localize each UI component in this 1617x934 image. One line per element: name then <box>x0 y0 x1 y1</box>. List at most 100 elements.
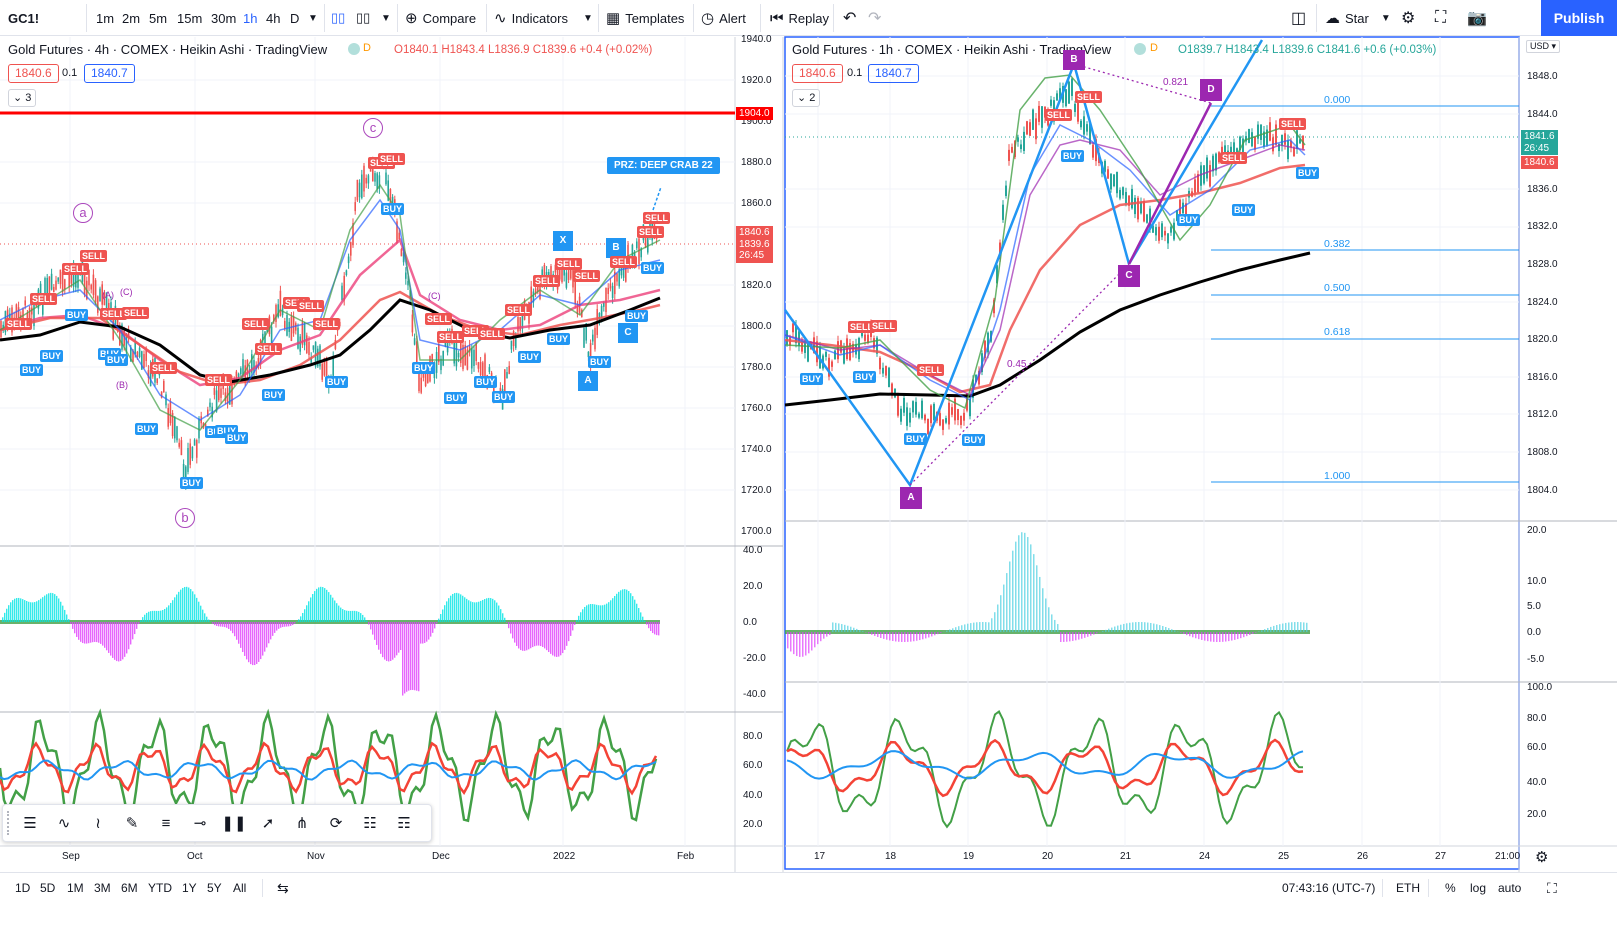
candle-body <box>468 345 471 353</box>
auto-toggle[interactable]: auto <box>1498 881 1522 895</box>
harmonic-pattern[interactable] <box>783 39 1264 488</box>
bars-pattern-icon[interactable]: ❚❚ <box>221 815 247 832</box>
xabcd-pattern-icon[interactable]: ∿ <box>57 815 71 832</box>
osc-bar <box>22 599 24 622</box>
gear-icon[interactable]: ⚙ <box>1535 849 1549 866</box>
left-ask-price[interactable]: 1840.7 <box>84 64 135 83</box>
horizontal-ray-icon[interactable]: ⊸ <box>193 815 207 832</box>
right-bid-price-tag: 1840.6 <box>1521 156 1558 169</box>
pattern-point-b[interactable]: B <box>1063 50 1085 70</box>
osc-bar <box>973 622 975 632</box>
heikin-ashi-icon[interactable]: ▯▯ <box>356 10 371 25</box>
gear-icon[interactable]: ⚙ <box>1401 10 1416 27</box>
right-ask-price[interactable]: 1840.7 <box>868 64 919 83</box>
wave-label-a[interactable]: a <box>73 203 93 223</box>
fib-channel-icon[interactable]: ≡ <box>161 814 171 832</box>
pen-icon[interactable]: ✎ <box>125 815 139 832</box>
candles-icon[interactable]: ▯▯ <box>331 10 346 25</box>
compare-button[interactable]: ⊕ Compare <box>405 10 477 27</box>
osc-bar <box>314 591 316 622</box>
candle-body <box>1134 197 1136 215</box>
indicators-button[interactable]: ∿ Indicators <box>494 10 568 27</box>
osc-bar <box>862 631 864 632</box>
layout-name-button[interactable]: ☁ Star ▼ <box>1325 10 1391 27</box>
pattern-point-a[interactable]: A <box>900 487 922 509</box>
fib-retracement-icon[interactable]: ☷ <box>363 815 377 832</box>
osc-bar <box>222 622 224 627</box>
interval-30m[interactable]: 30m <box>211 10 237 26</box>
range-all[interactable]: All <box>233 881 247 895</box>
chevron-down-icon[interactable]: ▼ <box>583 12 593 24</box>
right-collapse-indicators[interactable]: ⌄ 2 <box>792 89 821 107</box>
range-5d[interactable]: 5D <box>40 881 56 895</box>
range-ytd[interactable]: YTD <box>148 881 172 895</box>
osc-bar <box>1267 627 1269 632</box>
candle-body <box>163 381 165 393</box>
left-bid-price[interactable]: 1840.6 <box>8 64 59 83</box>
range-6m[interactable]: 6M <box>121 881 138 895</box>
candle-body <box>873 338 875 349</box>
date-range-icon[interactable]: ⇆ <box>277 880 289 896</box>
osc-bar <box>322 587 324 622</box>
candle-body <box>92 274 95 295</box>
left-collapse-indicators[interactable]: ⌄ 3 <box>8 89 37 107</box>
pattern-point-a[interactable]: A <box>578 371 598 391</box>
session-button[interactable]: ETH <box>1396 881 1420 895</box>
pattern-point-c[interactable]: C <box>618 323 638 343</box>
alert-button[interactable]: ◷ Alert <box>701 10 746 27</box>
undo-icon[interactable]: ↶ <box>843 10 857 27</box>
interval-4h[interactable]: 4h <box>266 10 281 26</box>
symbol-search[interactable]: GC1! <box>8 10 40 26</box>
percent-toggle[interactable]: % <box>1445 881 1456 895</box>
interval-5m[interactable]: 5m <box>149 10 168 26</box>
range-3m[interactable]: 3M <box>94 881 111 895</box>
fib-spiral-icon[interactable]: ⟳ <box>329 815 343 832</box>
camera-icon[interactable]: 📷 <box>1467 10 1487 27</box>
log-toggle[interactable]: log <box>1470 881 1487 895</box>
osc-bar <box>1117 625 1119 632</box>
prz-annotation[interactable]: PRZ: DEEP CRAB 22 <box>607 157 720 174</box>
right-chart-legend[interactable]: Gold Futures · 1h · COMEX · Heikin Ashi … <box>792 42 1112 57</box>
more-tools-icon[interactable]: ☶ <box>397 815 411 832</box>
wave-label-c[interactable]: c <box>363 118 383 138</box>
drag-handle-icon[interactable] <box>7 811 13 835</box>
fib-retracement[interactable] <box>1211 105 1519 483</box>
chevron-down-icon[interactable]: ▼ <box>381 12 391 24</box>
pattern-point-x[interactable]: X <box>553 231 573 251</box>
candle-body <box>354 202 356 212</box>
sell-signal: SELL <box>205 374 233 386</box>
pattern-point-c[interactable]: C <box>1118 265 1140 287</box>
range-1m[interactable]: 1M <box>67 881 84 895</box>
osc-bar <box>1165 626 1167 632</box>
osc-bar <box>1228 632 1230 642</box>
currency-button[interactable]: USD ▾ <box>1526 40 1561 53</box>
templates-button[interactable]: ▦ Templates <box>606 10 685 27</box>
pattern-point-d[interactable]: D <box>1200 79 1222 101</box>
pitchfork-icon[interactable]: ⋔ <box>295 815 309 832</box>
buy-signal: BUY <box>262 389 286 401</box>
elliott-wave-icon[interactable]: ≀ <box>95 815 101 832</box>
redo-icon[interactable]: ↷ <box>868 10 882 27</box>
layout-panels-icon[interactable]: ◫ <box>1291 10 1307 27</box>
trend-line-icon[interactable]: ➚ <box>261 815 275 832</box>
publish-button[interactable]: Publish <box>1541 0 1617 36</box>
fullscreen-icon[interactable]: ⛶ <box>1435 9 1447 26</box>
horizontal-lines-icon[interactable]: ☰ <box>23 815 37 832</box>
range-5y[interactable]: 5Y <box>207 881 222 895</box>
interval-d[interactable]: D <box>290 10 300 26</box>
interval-2m[interactable]: 2m <box>122 10 141 26</box>
interval-15m[interactable]: 15m <box>177 10 203 26</box>
chevron-down-icon[interactable]: ▼ <box>308 12 318 24</box>
range-1y[interactable]: 1Y <box>182 881 197 895</box>
interval-1m[interactable]: 1m <box>96 10 115 26</box>
buy-signal: BUY <box>853 371 877 383</box>
pattern-point-b[interactable]: B <box>606 238 626 258</box>
interval-1h[interactable]: 1h <box>243 10 258 26</box>
clock-time[interactable]: 07:43:16 (UTC-7) <box>1282 881 1376 895</box>
right-bid-price[interactable]: 1840.6 <box>792 64 843 83</box>
replay-button[interactable]: ⏮ Replay <box>770 9 829 27</box>
range-1d[interactable]: 1D <box>15 881 31 895</box>
wave-label-b[interactable]: b <box>175 508 195 528</box>
fullscreen-icon[interactable]: ⛶ <box>1547 880 1557 896</box>
left-chart-legend[interactable]: Gold Futures · 4h · COMEX · Heikin Ashi … <box>8 42 328 57</box>
